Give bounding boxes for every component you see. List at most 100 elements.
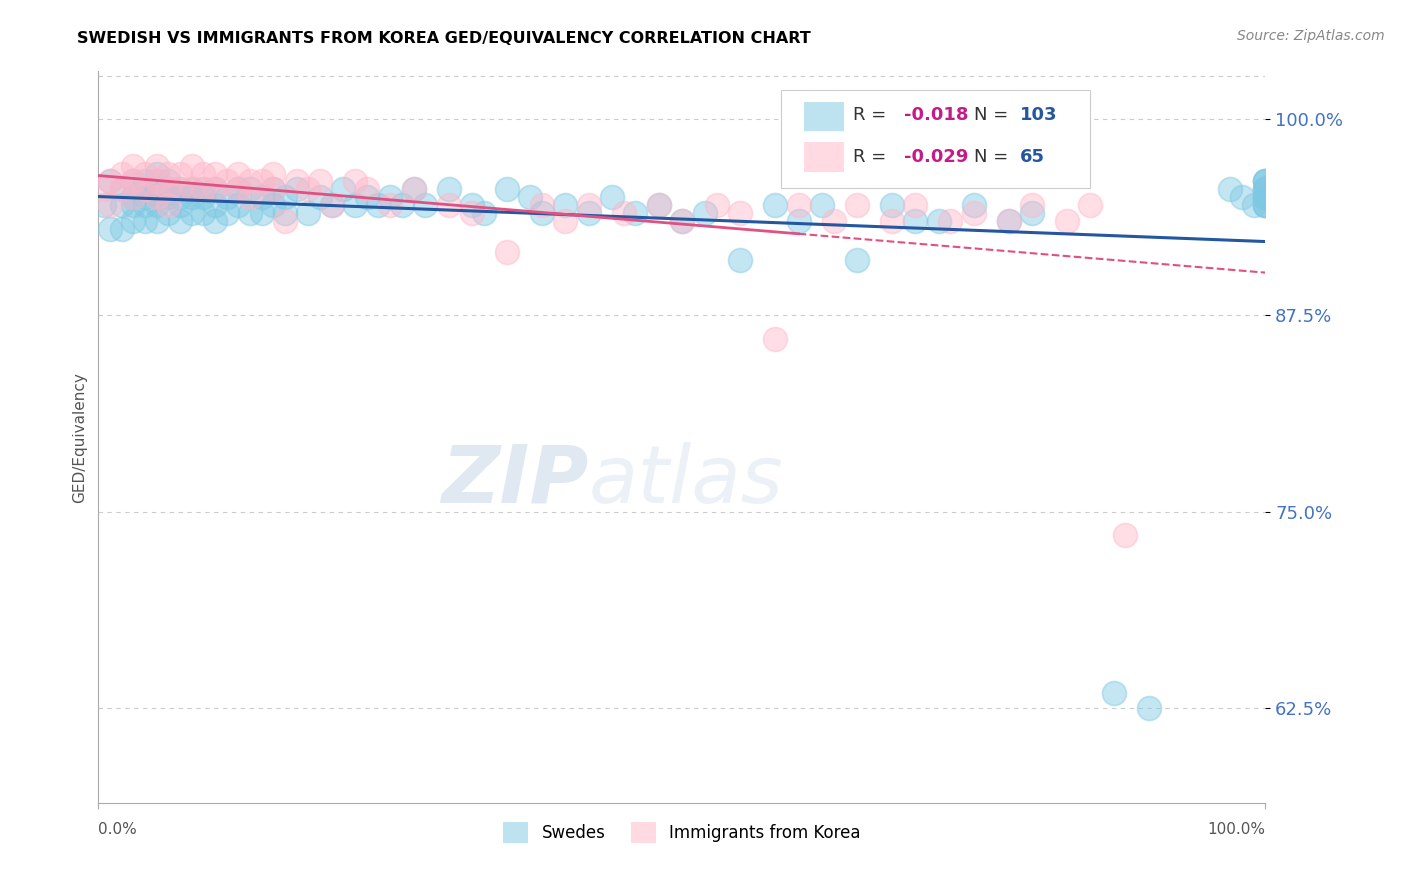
Point [496,182,519,196]
Point [180,190,202,204]
Point [122,174,145,188]
Point [193,182,215,196]
Point [600,190,623,204]
Point [880,214,903,228]
Point [344,174,367,188]
Point [193,167,215,181]
Point [111,167,134,181]
Point [111,182,134,196]
Point [204,167,226,181]
Text: ZIP: ZIP [441,442,589,520]
Point [215,206,238,220]
Point [134,182,156,196]
Point [111,198,134,212]
Point [437,182,460,196]
Point [262,198,284,212]
Point [402,182,425,196]
Point [1243,198,1265,212]
Point [134,190,156,204]
Point [846,253,869,268]
Point [519,190,541,204]
Point [472,206,495,220]
Point [297,206,319,220]
Point [146,182,169,196]
Point [134,214,156,228]
Point [496,245,519,260]
Point [1254,174,1277,188]
Point [146,214,169,228]
Point [1254,198,1277,212]
Point [239,190,262,204]
Point [274,214,297,228]
Point [309,174,332,188]
Point [1254,198,1277,212]
Point [122,198,145,212]
Point [297,182,319,196]
Point [93,198,115,212]
Point [98,174,121,188]
Point [1254,182,1277,196]
Point [309,190,332,204]
Point [391,198,413,212]
Point [578,206,600,220]
Point [332,182,354,196]
Point [530,198,553,212]
Point [554,214,576,228]
Text: atlas: atlas [589,442,783,520]
Point [169,182,191,196]
Point [904,198,927,212]
Point [1102,686,1125,700]
Point [215,190,238,204]
Point [624,206,647,220]
Point [262,167,284,181]
Point [157,198,180,212]
Point [228,182,250,196]
Point [671,214,693,228]
Point [1254,182,1277,196]
Point [111,182,134,196]
Point [706,198,728,212]
Point [846,198,869,212]
Point [146,159,169,173]
Point [530,206,553,220]
Point [157,182,180,196]
Point [1021,198,1043,212]
Point [111,221,134,235]
Point [146,190,169,204]
Point [1254,190,1277,204]
Point [962,206,984,220]
Point [1056,214,1078,228]
Point [1254,174,1277,188]
Point [321,198,343,212]
Point [193,206,215,220]
Point [204,214,226,228]
Text: N =: N = [973,148,1008,166]
Point [1080,198,1102,212]
Point [262,182,284,196]
Point [880,198,903,212]
Point [134,198,156,212]
Point [321,198,343,212]
Point [146,167,169,181]
Point [169,182,191,196]
Legend: Swedes, Immigrants from Korea: Swedes, Immigrants from Korea [496,815,868,849]
Point [763,198,786,212]
Point [157,174,180,188]
Point [402,182,425,196]
Point [1254,182,1277,196]
Point [1230,190,1253,204]
Text: 0.0%: 0.0% [98,822,138,837]
Point [169,167,191,181]
Point [285,182,308,196]
Point [204,198,226,212]
Point [134,182,156,196]
Point [93,182,115,196]
Point [939,214,962,228]
Point [997,214,1019,228]
Point [787,198,810,212]
Point [380,190,402,204]
Point [204,182,226,196]
Point [356,182,378,196]
Point [763,332,786,346]
Text: 65: 65 [1021,148,1045,166]
